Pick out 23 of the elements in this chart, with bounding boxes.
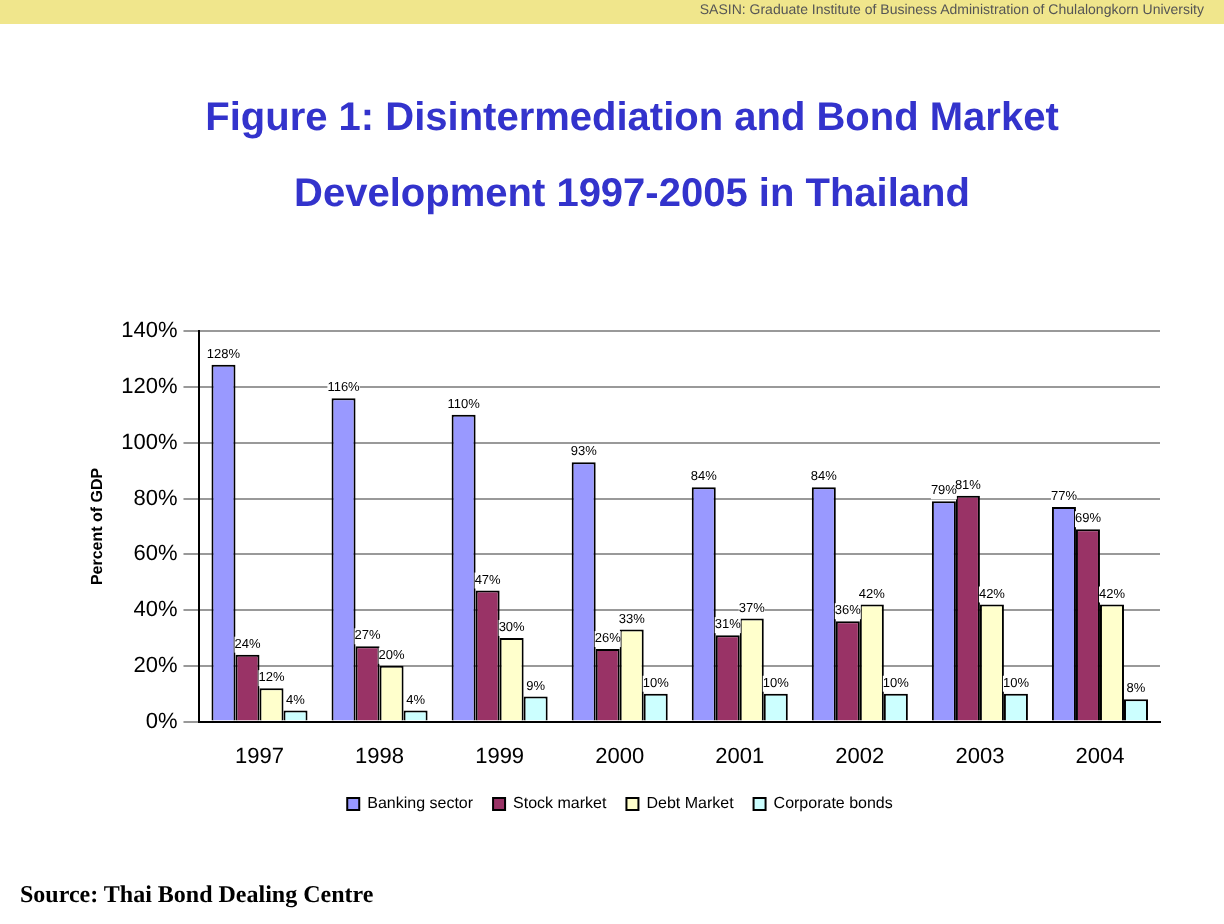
x-tick-label: 2001 <box>715 744 765 769</box>
source-note: Source: Thai Bond Dealing Centre <box>20 880 374 910</box>
legend-label: Corporate bonds <box>773 794 893 813</box>
y-tick-label: 20% <box>133 653 178 678</box>
y-tick-label: 80% <box>133 486 178 511</box>
x-tick-label: 1997 <box>235 744 284 769</box>
y-tick-label: 100% <box>121 430 178 455</box>
chart-title: Figure 1: Disintermediation and Bond Market Development 1997-2005 in Thailand <box>203 94 1061 220</box>
x-tick-label: 1999 <box>475 744 525 769</box>
y-tick-label: 120% <box>121 375 178 400</box>
x-tick-label: 2000 <box>595 744 645 769</box>
y-tick-label: 0% <box>145 709 178 734</box>
x-tick-label: 2004 <box>1075 744 1125 769</box>
legend-label: Debt Market <box>646 794 736 813</box>
y-axis-title: Percent of GDP <box>88 466 107 586</box>
x-tick-label: 2002 <box>835 744 885 769</box>
x-tick-label: 1998 <box>355 744 405 769</box>
y-tick-label: 60% <box>133 542 178 567</box>
legend-label: Stock market <box>513 794 608 813</box>
y-tick-label: 40% <box>133 598 178 623</box>
y-tick-label: 140% <box>121 319 178 344</box>
x-tick-label: 2003 <box>955 744 1005 769</box>
legend-label: Banking sector <box>367 794 474 813</box>
